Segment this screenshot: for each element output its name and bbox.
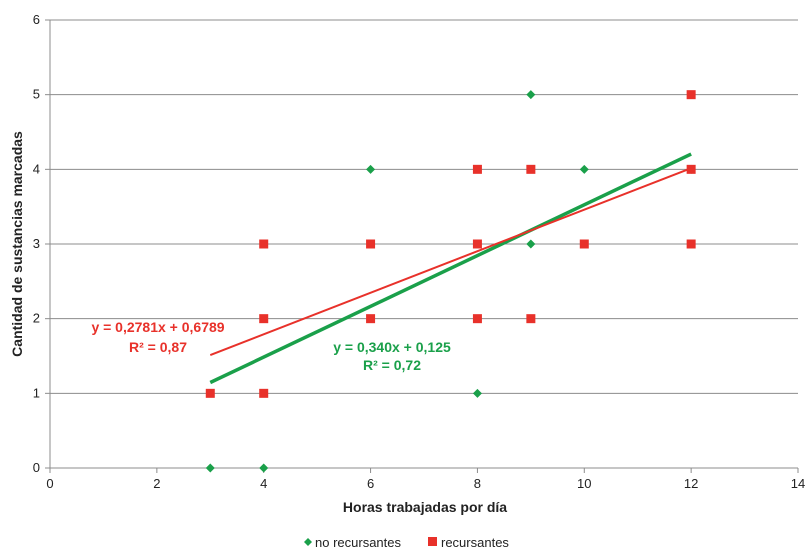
point-square — [686, 164, 696, 174]
point-diamond — [472, 388, 482, 398]
y-axis-title: Cantidad de sustancias marcadas — [9, 131, 25, 357]
no-recursantes-r2: R² = 0,72 — [363, 357, 421, 373]
point-diamond — [579, 164, 589, 174]
no-recursantes-equation: y = 0,340x + 0,125 — [333, 339, 451, 355]
point-square — [259, 239, 269, 249]
point-square — [259, 388, 269, 398]
point-square — [526, 164, 536, 174]
point-square — [472, 239, 482, 249]
x-tick-label: 2 — [153, 476, 160, 491]
recursantes-equation: y = 0,2781x + 0,6789 — [91, 319, 224, 335]
point-square — [472, 314, 482, 324]
point-diamond — [526, 239, 536, 249]
x-tick-label: 10 — [577, 476, 591, 491]
point-square — [526, 314, 536, 324]
y-tick-label: 3 — [33, 236, 40, 251]
y-tick-label: 5 — [33, 87, 40, 102]
point-square — [366, 314, 376, 324]
legend-label-no-recursantes: no recursantes — [315, 535, 401, 550]
point-square — [686, 239, 696, 249]
data-points — [205, 90, 696, 473]
legend-label-recursantes: recursantes — [441, 535, 509, 550]
point-square — [686, 90, 696, 100]
point-square — [472, 164, 482, 174]
x-tick-label: 14 — [791, 476, 805, 491]
point-diamond — [366, 164, 376, 174]
point-square — [205, 388, 215, 398]
x-tick-label: 4 — [260, 476, 267, 491]
legend-diamond-marker — [304, 538, 312, 546]
trendline-no-recursantes — [209, 152, 692, 385]
trendlines — [209, 152, 692, 385]
gridlines — [50, 19, 798, 394]
y-tick-label: 2 — [33, 311, 40, 326]
x-tick-label: 8 — [474, 476, 481, 491]
recursantes-r2: R² = 0,87 — [129, 339, 187, 355]
y-tick-label: 1 — [33, 385, 40, 400]
x-tick-label: 0 — [46, 476, 53, 491]
legend-square-marker — [428, 537, 437, 546]
point-square — [259, 314, 269, 324]
point-square — [579, 239, 589, 249]
x-axis-title: Horas trabajadas por día — [343, 499, 507, 515]
y-tick-label: 4 — [33, 161, 40, 176]
point-diamond — [526, 90, 536, 100]
point-diamond — [259, 463, 269, 473]
y-tick-label: 6 — [33, 12, 40, 27]
x-tick-label: 6 — [367, 476, 374, 491]
y-tick-label: 0 — [33, 460, 40, 475]
trendline-recursantes — [209, 167, 692, 356]
legend: no recursantes recursantes — [304, 535, 509, 550]
point-square — [366, 239, 376, 249]
x-tick-label: 12 — [684, 476, 698, 491]
point-diamond — [205, 463, 215, 473]
axes — [45, 19, 799, 473]
